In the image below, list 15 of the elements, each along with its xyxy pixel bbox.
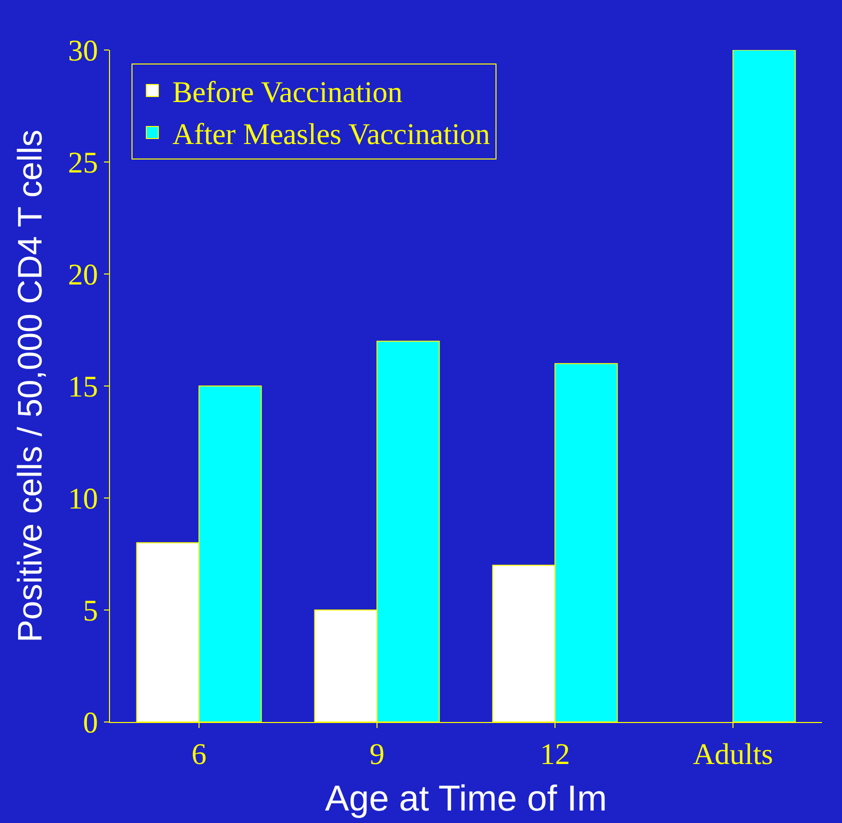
x-axis-title: Age at Time of Im: [324, 778, 608, 819]
x-tick-label: Adults: [692, 738, 774, 771]
y-tick-label: 0: [83, 706, 98, 740]
y-tick-label: 15: [68, 370, 98, 404]
y-tick-label: 30: [68, 34, 98, 68]
x-tick-label: 9: [370, 738, 384, 771]
y-tick-label: 5: [83, 594, 98, 628]
x-tick-label: 6: [192, 738, 206, 771]
y-tick-label: 20: [68, 258, 98, 292]
x-tick-label: 12: [540, 738, 570, 771]
legend-label: After Measles Vaccination: [172, 118, 490, 152]
y-tick-label: 25: [68, 146, 98, 180]
y-axis-title: Positive cells / 50,000 CD4 T cells: [12, 130, 50, 642]
y-tick-label: 10: [68, 482, 98, 516]
legend-label: Before Vaccination: [172, 76, 403, 110]
